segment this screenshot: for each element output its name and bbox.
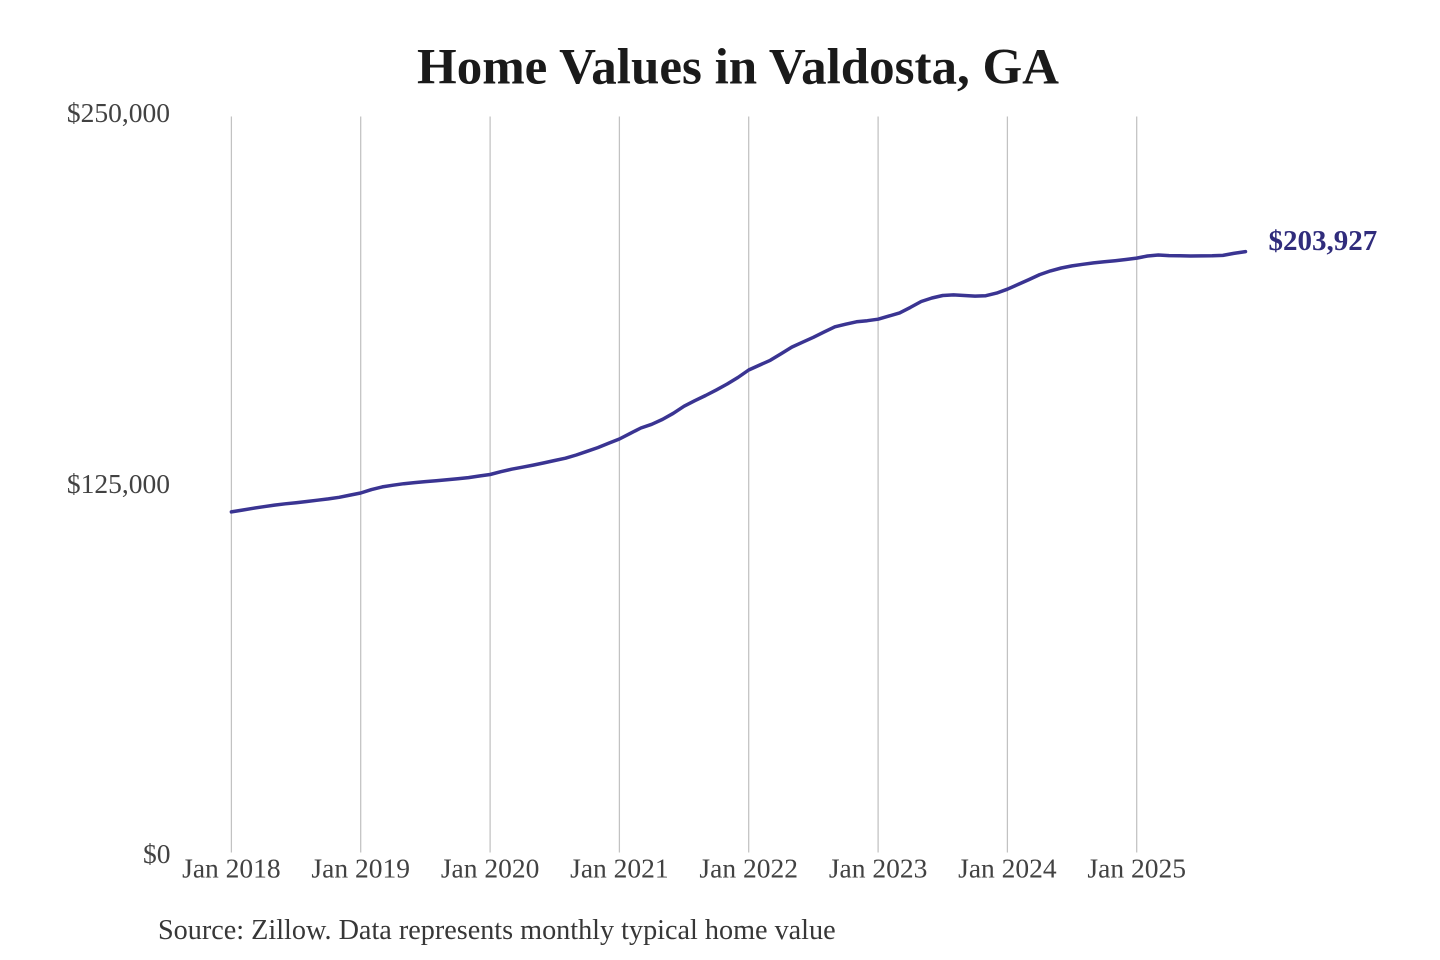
- svg-text:$250,000: $250,000: [67, 97, 170, 128]
- svg-text:Jan 2018: Jan 2018: [182, 853, 281, 884]
- svg-text:Jan 2019: Jan 2019: [311, 853, 410, 884]
- svg-text:$0: $0: [143, 838, 171, 869]
- svg-text:Jan 2021: Jan 2021: [570, 853, 669, 884]
- svg-text:$203,927: $203,927: [1269, 225, 1378, 257]
- svg-text:$125,000: $125,000: [67, 468, 170, 499]
- svg-text:Jan 2025: Jan 2025: [1087, 853, 1186, 884]
- svg-text:Jan 2020: Jan 2020: [441, 853, 540, 884]
- svg-text:Jan 2022: Jan 2022: [699, 853, 798, 884]
- svg-text:Source: Zillow. Data represent: Source: Zillow. Data represents monthly …: [158, 915, 836, 946]
- svg-text:Jan 2023: Jan 2023: [829, 853, 928, 884]
- svg-text:Home Values in Valdosta, GA: Home Values in Valdosta, GA: [417, 40, 1059, 96]
- svg-text:Jan 2024: Jan 2024: [958, 853, 1057, 884]
